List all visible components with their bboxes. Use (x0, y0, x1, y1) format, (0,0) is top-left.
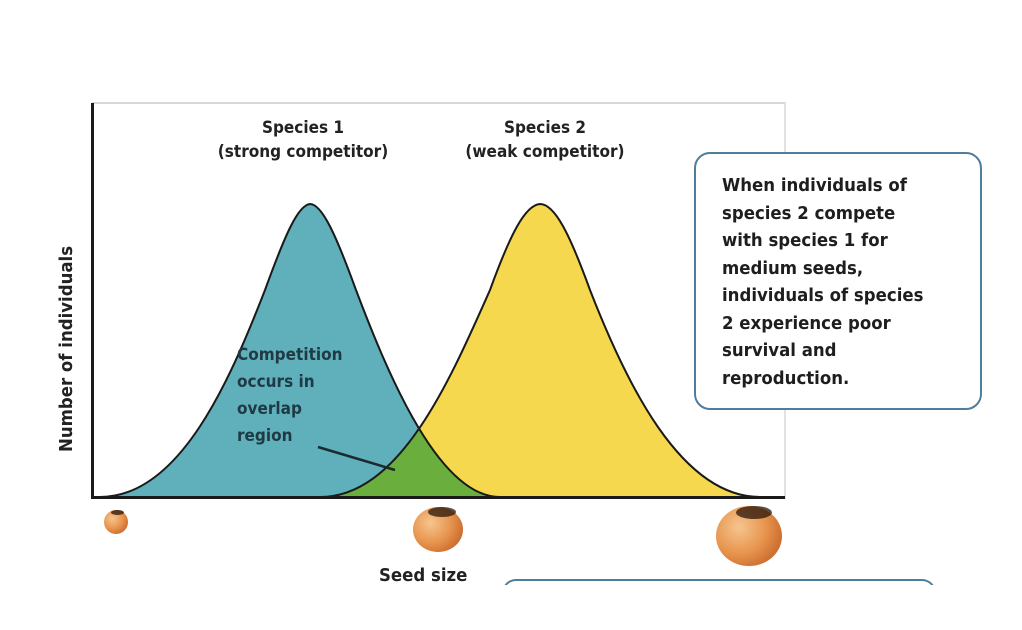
competition-annotation: Competition occurs in overlap region (237, 342, 343, 450)
seed-large-icon (716, 506, 782, 566)
callout-text: When individuals of species 2 compete wi… (722, 172, 923, 392)
bottom-crop (0, 585, 1022, 630)
species-1-name: Species 1 (261, 118, 345, 138)
seed-small-icon (104, 510, 128, 534)
species-2-label: Species 2 (weak competitor) (433, 116, 658, 164)
species-1-label: Species 1 (strong competitor) (191, 116, 416, 164)
seed-medium-icon (413, 507, 463, 552)
callout-line: When individuals of (722, 175, 908, 196)
annotation-line: occurs in (237, 372, 315, 392)
callout-line: survival and (722, 340, 837, 361)
y-axis-label: Number of individuals (56, 245, 77, 452)
callout-line: with species 1 for (722, 230, 888, 251)
callout-line: reproduction. (722, 367, 850, 389)
annotation-line: Competition (237, 345, 343, 365)
species-1-role: (strong competitor) (217, 142, 389, 162)
callout-box (694, 152, 982, 410)
species-2-name: Species 2 (503, 118, 587, 138)
overlap-pointer-line (317, 445, 396, 472)
x-axis (91, 496, 785, 499)
annotation-line: region (237, 426, 293, 446)
species-1-curve (100, 204, 500, 497)
callout-line: 2 experience poor (722, 312, 891, 334)
callout-line: species 2 compete (722, 202, 896, 224)
x-axis-label: Seed size (379, 565, 468, 586)
species-2-curve (320, 204, 760, 497)
callout-line: medium seeds, (722, 257, 864, 279)
annotation-line: overlap (237, 399, 302, 419)
y-axis (91, 103, 94, 499)
species-2-role: (weak competitor) (465, 142, 625, 162)
callout-line: individuals of species (722, 285, 924, 306)
